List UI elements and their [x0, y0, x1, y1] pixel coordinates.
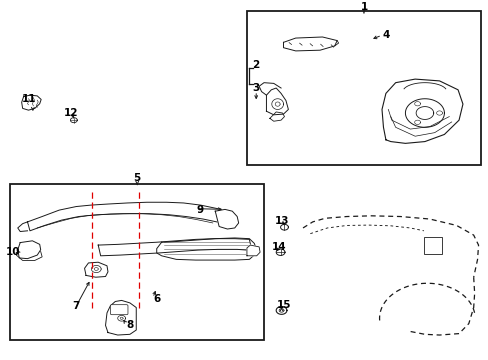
Bar — [10, 184, 264, 340]
Polygon shape — [157, 238, 256, 260]
Text: 1: 1 — [360, 2, 367, 12]
Polygon shape — [215, 210, 238, 229]
Text: 7: 7 — [72, 301, 80, 311]
Text: 2: 2 — [252, 60, 259, 70]
Bar — [246, 11, 480, 165]
Polygon shape — [246, 245, 260, 256]
Text: 12: 12 — [64, 108, 79, 118]
Text: 14: 14 — [272, 242, 286, 252]
Polygon shape — [98, 239, 251, 256]
Polygon shape — [27, 202, 232, 231]
Text: 5: 5 — [133, 173, 141, 183]
Polygon shape — [381, 79, 462, 143]
Text: 8: 8 — [126, 320, 133, 330]
Text: 3: 3 — [252, 83, 259, 93]
Text: 6: 6 — [153, 294, 160, 304]
Text: 4: 4 — [382, 30, 389, 40]
FancyBboxPatch shape — [110, 305, 128, 315]
Text: 9: 9 — [196, 205, 203, 215]
Text: 10: 10 — [6, 247, 20, 257]
Polygon shape — [21, 95, 41, 110]
Bar — [423, 237, 442, 254]
Polygon shape — [105, 300, 136, 335]
Polygon shape — [18, 241, 41, 258]
Polygon shape — [84, 262, 108, 277]
Text: 13: 13 — [275, 216, 289, 226]
Text: 15: 15 — [277, 300, 291, 310]
Text: 11: 11 — [21, 94, 36, 104]
